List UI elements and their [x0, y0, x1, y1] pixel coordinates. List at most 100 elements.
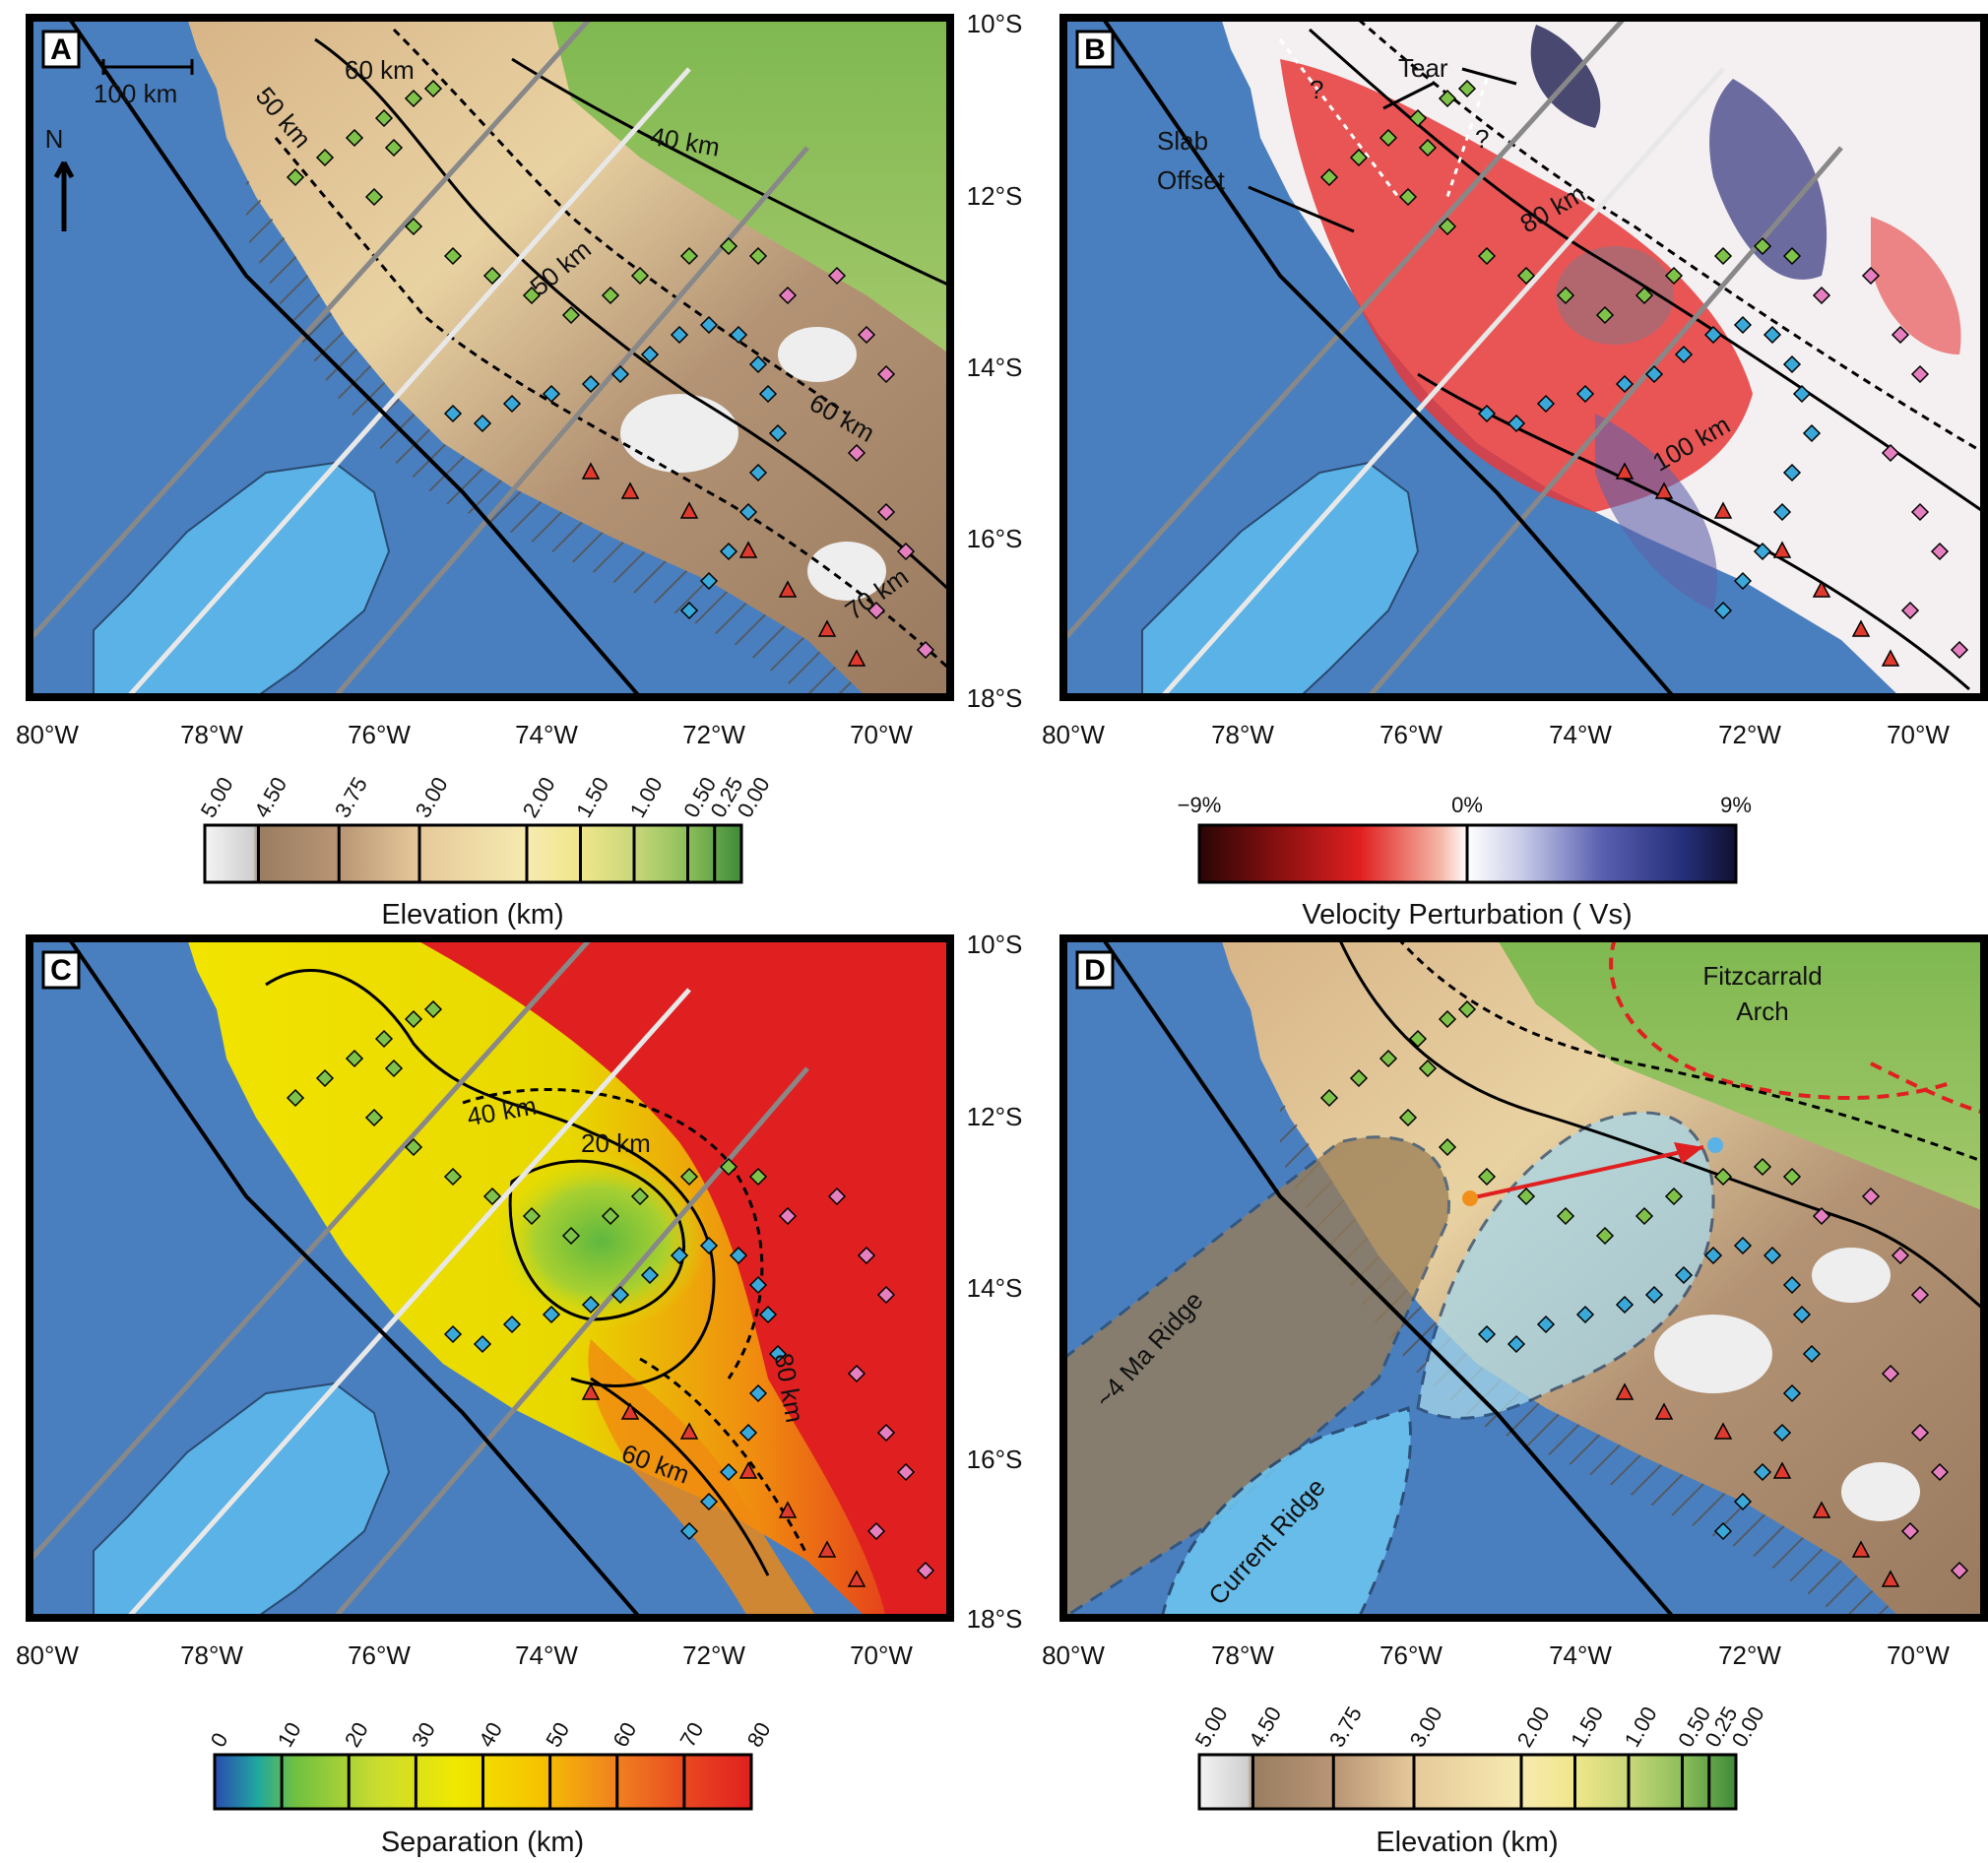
station-marker — [1477, 404, 1497, 423]
station-marker — [630, 266, 650, 286]
station-marker — [502, 1315, 522, 1334]
station-marker — [1379, 1049, 1398, 1068]
station-marker — [345, 128, 364, 148]
tear-arrow — [1382, 82, 1434, 110]
colorbar-tick-label: 2.00 — [1512, 1702, 1555, 1752]
station-marker — [601, 286, 620, 305]
volcano-marker — [1812, 1501, 1831, 1518]
lat-label: 12°S — [967, 1102, 1023, 1131]
panel-d: D Fitzcarrald Arch ~4 Ma Ridge Current R… — [1059, 934, 1988, 1622]
station-marker — [847, 1364, 866, 1383]
station-marker — [601, 1206, 620, 1226]
station-marker — [1891, 1246, 1910, 1265]
fitzcarrald-boundary — [1609, 938, 1951, 1100]
colorbar-tick-label: 1.00 — [1620, 1702, 1662, 1752]
colorbar-tick-label: 70 — [675, 1718, 709, 1752]
high-velocity-anomaly — [1709, 79, 1828, 280]
station-marker — [748, 1275, 768, 1295]
lon-label: 80°W — [16, 1640, 79, 1670]
lon-label: 76°W — [348, 720, 411, 749]
station-marker — [561, 305, 581, 325]
profile-line — [30, 938, 593, 1563]
volcano-marker — [847, 1570, 866, 1587]
station-marker — [364, 1108, 384, 1127]
lowland-area — [1497, 938, 1984, 1211]
slab-contour — [508, 1159, 685, 1321]
slab-contour — [392, 28, 848, 416]
station-marker — [286, 1088, 305, 1108]
station-marker — [1644, 1285, 1664, 1305]
profile-line — [126, 988, 691, 1618]
station-marker — [404, 1009, 423, 1029]
station-marker — [876, 364, 896, 384]
station-marker — [561, 1226, 581, 1246]
volcano-marker — [1713, 501, 1733, 519]
slab-contour — [639, 1357, 809, 1557]
slab-contour — [274, 137, 950, 672]
tear-line — [1278, 38, 1400, 198]
station-marker — [778, 1206, 798, 1226]
station-marker — [423, 999, 443, 1019]
station-marker — [916, 640, 935, 660]
slab-contour — [1396, 938, 1984, 1164]
colorbar-tick-label: 1.50 — [571, 773, 613, 822]
volcano-marker — [581, 1382, 601, 1400]
station-marker — [522, 286, 542, 305]
north-arrow-label: N — [45, 124, 64, 154]
volcano-marker — [1654, 1402, 1674, 1420]
lon-label: 76°W — [1379, 720, 1443, 749]
station-marker — [1418, 1059, 1438, 1078]
station-marker — [1812, 1206, 1831, 1226]
station-marker — [768, 1344, 788, 1364]
volcano-marker — [1881, 649, 1900, 667]
high-velocity-anomaly — [1595, 414, 1717, 610]
station-marker — [1703, 1246, 1723, 1265]
lon-label: 80°W — [16, 720, 79, 749]
lon-label: 74°W — [1549, 1640, 1612, 1670]
station-marker — [738, 1423, 758, 1443]
lat-label: 14°S — [967, 353, 1023, 382]
volcano-marker — [738, 1461, 758, 1479]
colorbar-tick-label: 1.50 — [1566, 1702, 1608, 1752]
station-marker — [1703, 325, 1723, 345]
lon-label: 80°W — [1042, 720, 1105, 749]
slab-contour — [314, 37, 950, 593]
volcano-marker — [817, 1540, 837, 1558]
station-marker — [1772, 1423, 1792, 1443]
volcano-marker — [778, 580, 798, 598]
station-marker — [1418, 138, 1438, 158]
station-marker — [1782, 246, 1802, 266]
lon-label: 70°W — [850, 1640, 913, 1670]
station-marker — [404, 217, 423, 236]
station-marker — [1753, 1462, 1772, 1482]
station-marker — [1595, 305, 1615, 325]
station-marker — [1930, 542, 1950, 561]
colorbar-title: Elevation (km) — [381, 899, 563, 931]
volcano-marker — [679, 501, 699, 519]
station-marker — [1438, 217, 1457, 236]
altiplano-high — [807, 542, 886, 601]
station-marker — [1782, 354, 1802, 374]
map-frame — [26, 934, 954, 1622]
station-marker — [748, 246, 768, 266]
lon-label: 70°W — [1887, 720, 1950, 749]
station-marker — [1349, 1068, 1369, 1088]
station-marker — [1950, 1561, 1969, 1580]
station-marker — [719, 542, 738, 561]
station-marker — [1536, 1315, 1556, 1334]
altiplano-high — [778, 327, 857, 382]
station-marker — [640, 345, 660, 364]
station-marker — [1349, 148, 1369, 167]
ridge-start-point — [1462, 1190, 1478, 1206]
station-marker — [374, 1029, 394, 1049]
station-marker — [1713, 246, 1733, 266]
station-marker — [286, 167, 305, 187]
station-marker — [1802, 423, 1822, 443]
station-marker — [1536, 394, 1556, 414]
station-marker — [857, 325, 876, 345]
station-marker — [758, 1305, 778, 1324]
ridge-end-point — [1707, 1137, 1723, 1153]
station-marker — [1477, 1324, 1497, 1344]
lon-label: 78°W — [1211, 1640, 1274, 1670]
nazca-ridge — [93, 461, 391, 697]
